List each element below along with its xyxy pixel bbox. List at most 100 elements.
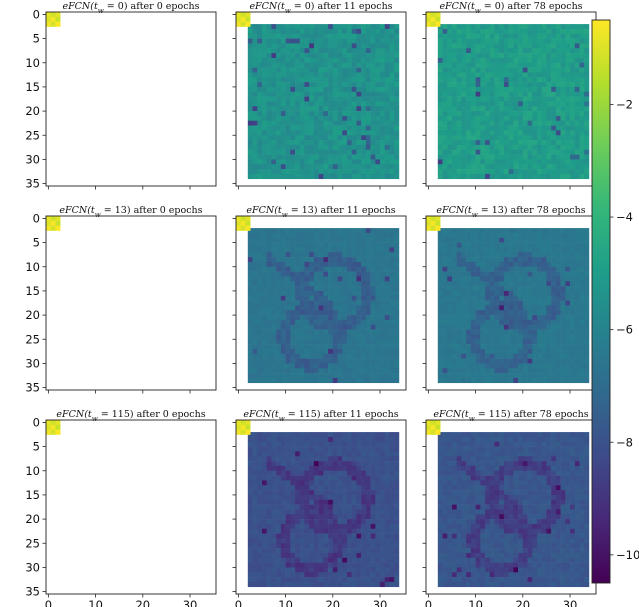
heatmap-cell <box>337 62 343 68</box>
heatmap-cell <box>394 281 400 287</box>
heatmap-cell <box>332 334 338 340</box>
heatmap-cell <box>271 329 277 335</box>
heatmap-cell <box>313 125 319 131</box>
heatmap-cell <box>313 523 319 530</box>
heatmap-cell <box>318 53 324 59</box>
heatmap-cell <box>546 257 552 263</box>
heatmap-cell <box>337 436 343 443</box>
heatmap-cell <box>389 149 395 155</box>
heatmap-cell <box>356 266 362 272</box>
heatmap-cell <box>489 266 495 272</box>
heatmap-cell <box>475 368 481 374</box>
heatmap-cell <box>313 504 319 510</box>
heatmap-cell <box>389 271 395 277</box>
heatmap-cell <box>389 173 395 180</box>
heatmap-cell <box>375 53 381 59</box>
heatmap-cell <box>536 48 542 54</box>
corner-cell <box>46 424 52 430</box>
heatmap-cell <box>508 125 514 131</box>
heatmap-cell <box>389 519 395 525</box>
heatmap-cell <box>456 252 462 258</box>
heatmap-cell <box>389 499 395 505</box>
heatmap-cell <box>252 436 258 443</box>
heatmap-cell <box>389 281 395 287</box>
heatmap-cell <box>527 159 533 165</box>
heatmap-cell <box>365 28 371 35</box>
heatmap-cell <box>384 135 390 141</box>
heatmap-cell <box>541 339 547 345</box>
heatmap-cell <box>437 252 443 258</box>
heatmap-cell <box>470 125 476 131</box>
heatmap-cell <box>290 144 296 151</box>
heatmap-cell <box>503 344 509 350</box>
panel-title-part: (t <box>274 205 282 216</box>
heatmap-cell <box>375 232 381 239</box>
heatmap-cell <box>551 33 557 39</box>
heatmap-cell <box>527 373 533 379</box>
heatmap-cell <box>522 169 528 175</box>
heatmap-cell <box>513 329 519 335</box>
heatmap-cell <box>257 91 263 97</box>
heatmap-cell <box>494 324 500 330</box>
heatmap-cell <box>266 43 272 49</box>
heatmap-cell <box>375 62 381 68</box>
heatmap-cell <box>346 72 352 78</box>
heatmap-cell <box>304 48 310 54</box>
heatmap-cell <box>346 315 352 321</box>
heatmap-cell <box>266 441 272 447</box>
heatmap-cell <box>499 237 505 243</box>
heatmap-cell <box>499 120 505 126</box>
heatmap-cell <box>261 451 267 457</box>
heatmap-cell <box>384 154 390 160</box>
heatmap-cell <box>304 344 310 350</box>
heatmap-cell <box>266 271 272 277</box>
heatmap-cell <box>332 173 338 180</box>
heatmap-cell <box>304 290 310 297</box>
heatmap-cell <box>394 485 400 491</box>
heatmap-cell <box>351 523 357 530</box>
heatmap-cell <box>466 125 472 131</box>
heatmap-cell <box>503 363 509 369</box>
heatmap-cell <box>513 96 519 102</box>
heatmap-cell <box>276 57 282 64</box>
heatmap-cell <box>365 82 371 88</box>
heatmap-cell <box>551 164 557 170</box>
heatmap-cell <box>370 140 376 146</box>
heatmap-cell <box>247 475 253 481</box>
heatmap-cell <box>313 295 319 301</box>
heatmap-cell <box>328 281 334 287</box>
heatmap-cell <box>470 101 476 107</box>
heatmap-cell <box>318 514 324 520</box>
heatmap-cell <box>470 271 476 277</box>
heatmap-cell <box>257 232 263 239</box>
heatmap-cell <box>276 140 282 146</box>
heatmap-cell <box>518 261 524 268</box>
heatmap-cell <box>570 261 576 268</box>
heatmap-cell <box>570 315 576 321</box>
heatmap-cell <box>276 290 282 297</box>
heatmap-cell <box>261 514 267 520</box>
heatmap-cell <box>285 334 291 340</box>
heatmap-cell <box>375 237 381 243</box>
heatmap-cell <box>361 149 367 155</box>
heatmap-cell <box>485 295 491 301</box>
heatmap-cell <box>332 106 338 112</box>
heatmap-cell <box>574 290 580 297</box>
heatmap-cell <box>508 368 514 374</box>
heatmap-cell <box>447 24 453 30</box>
heatmap-cell <box>442 96 448 102</box>
heatmap-cell <box>304 101 310 107</box>
heatmap-cell <box>551 169 557 175</box>
heatmap-cell <box>313 91 319 97</box>
heatmap-cell <box>351 276 357 282</box>
heatmap-cell <box>527 247 533 253</box>
heatmap-cell <box>513 111 519 117</box>
heatmap-cell <box>365 344 371 350</box>
heatmap-cell <box>365 43 371 49</box>
heatmap-cell <box>271 67 277 73</box>
heatmap-cell <box>370 164 376 170</box>
heatmap-cell <box>261 324 267 330</box>
heatmap-cell <box>285 363 291 369</box>
heatmap-cell <box>313 232 319 239</box>
heatmap-cell <box>555 43 561 49</box>
